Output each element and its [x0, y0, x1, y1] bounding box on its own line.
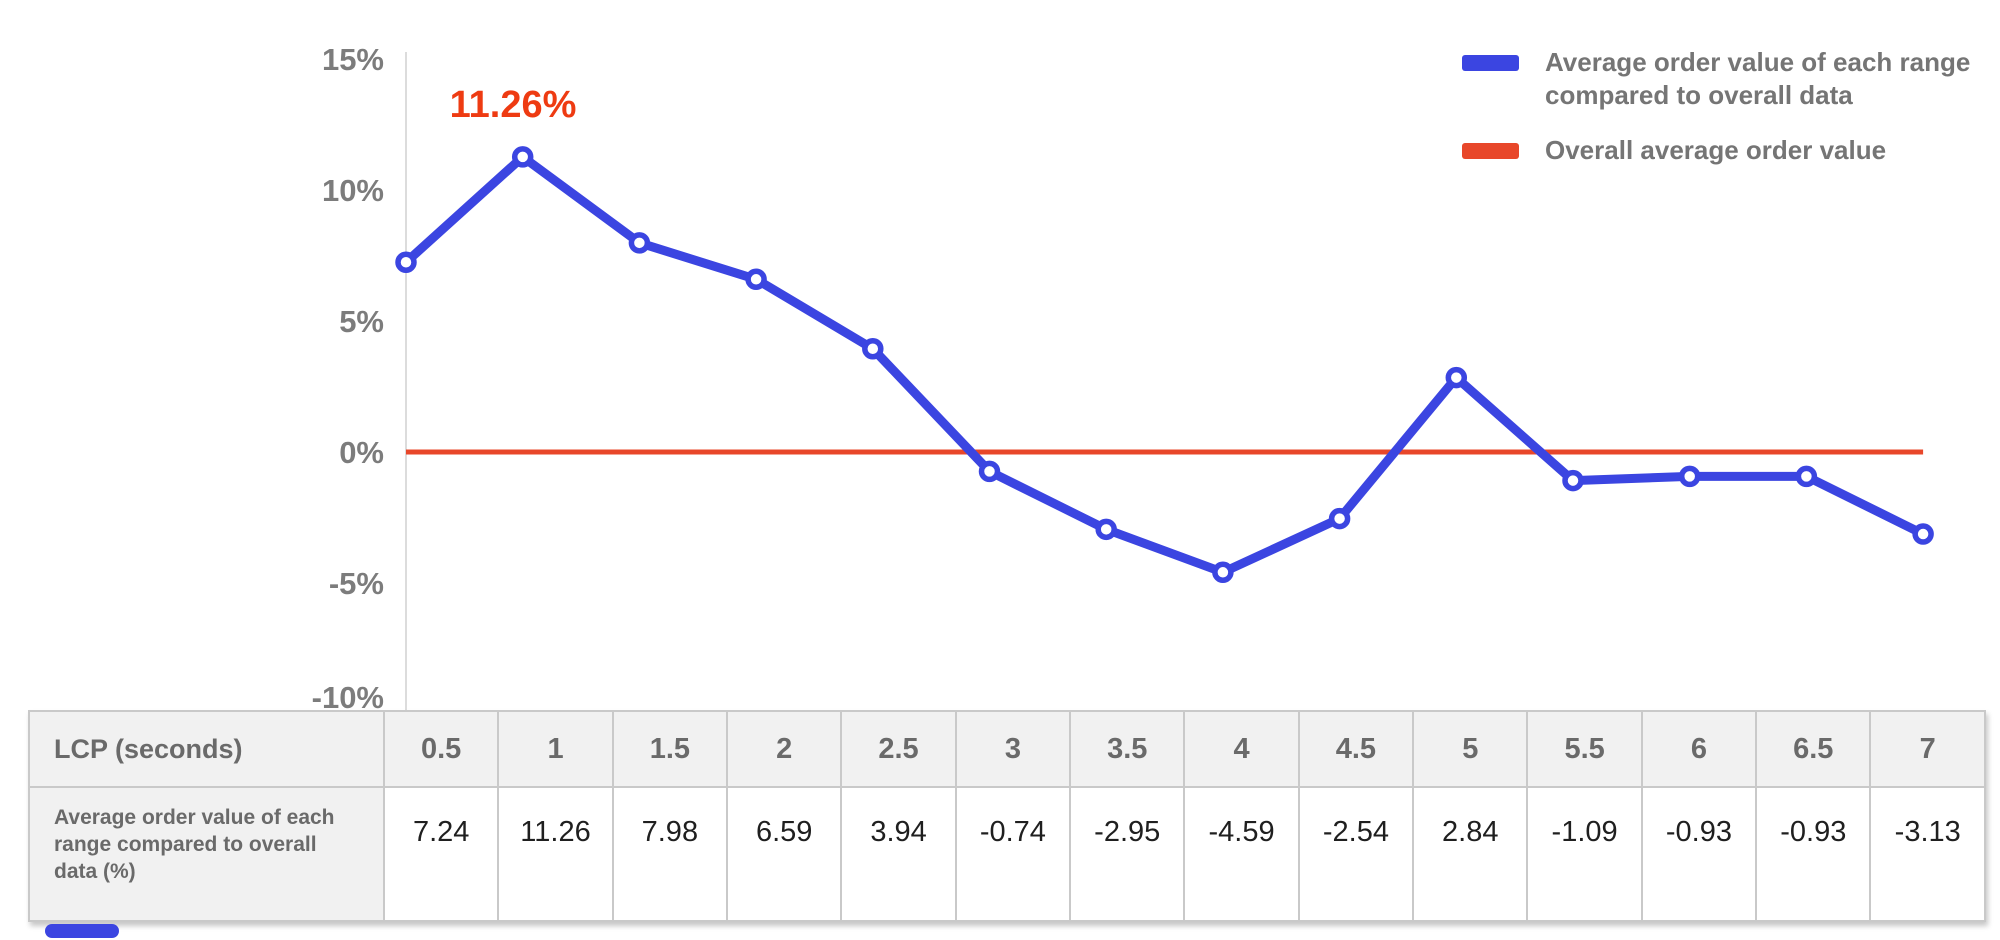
- lcp-header-cell: 5: [1412, 710, 1529, 788]
- lcp-header-cell: 3.5: [1069, 710, 1186, 788]
- lcp-header-cell: 1.5: [611, 710, 729, 788]
- data-point-marker: [1678, 465, 1701, 488]
- aov-value-cell: -0.93: [1640, 786, 1758, 922]
- aov-value-cell: -4.59: [1183, 786, 1300, 922]
- y-tick-label: -5%: [329, 566, 384, 601]
- lcp-header-cell: 2: [726, 710, 843, 788]
- peak-annotation: 11.26%: [449, 84, 577, 126]
- main-series-line: [401, 152, 1928, 577]
- lcp-header-cell: 5.5: [1526, 710, 1643, 788]
- lcp-header-cell: 0.5: [382, 710, 500, 788]
- aov-value-cell: 11.26: [497, 786, 614, 922]
- aov-value-cell: -3.13: [1869, 786, 1986, 922]
- legend-item-baseline: Overall average order value: [1462, 134, 1975, 167]
- data-point-marker: [862, 337, 884, 360]
- table-header-row: LCP (seconds) 0.5 1 1.5 2 2.5 3 3.5 4 4.5 5 5.5 6 6.…: [28, 710, 1986, 788]
- data-point-marker: [1328, 507, 1351, 530]
- lcp-header-cell: 4: [1183, 710, 1300, 788]
- table-corner-header: LCP (seconds): [28, 710, 385, 788]
- lcp-header-cell: 6: [1640, 710, 1758, 788]
- data-point-marker: [1212, 561, 1234, 584]
- data-point-marker: [978, 460, 1001, 483]
- y-tick-label: 10%: [322, 173, 384, 208]
- data-point-marker: [745, 268, 767, 291]
- data-point-marker: [1795, 465, 1818, 488]
- legend-swatch-blue-icon: [1462, 55, 1519, 71]
- lcp-header-cell: 7: [1869, 710, 1986, 788]
- data-point-marker: [1562, 469, 1584, 492]
- lcp-header-cell: 6.5: [1755, 710, 1872, 788]
- table-row-label: Average order value of each range compar…: [28, 786, 385, 922]
- aov-value-cell: 7.98: [611, 786, 729, 922]
- aov-value-cell: -2.54: [1297, 786, 1415, 922]
- lcp-header-cell: 3: [954, 710, 1072, 788]
- data-point-marker: [1445, 366, 1468, 389]
- legend-label-series: Average order value of each range compar…: [1545, 47, 1971, 110]
- data-point-marker: [1912, 523, 1934, 545]
- data-point-marker: [511, 146, 534, 168]
- aov-value-cell: 6.59: [726, 786, 843, 922]
- aov-value-cell: -1.09: [1526, 786, 1643, 922]
- y-tick-label: -10%: [312, 680, 384, 710]
- data-point-marker: [628, 232, 651, 254]
- aov-value-cell: 3.94: [840, 786, 957, 922]
- y-tick-label: 5%: [339, 304, 384, 339]
- y-tick-label: 0%: [339, 435, 384, 470]
- table-data-row: Average order value of each range compar…: [28, 786, 1986, 922]
- lcp-header-cell: 1: [497, 710, 614, 788]
- legend-swatch-red-icon: [1462, 143, 1519, 159]
- data-point-marker: [1095, 518, 1117, 541]
- aov-value-cell: -0.74: [954, 786, 1072, 922]
- aov-value-cell: 2.84: [1412, 786, 1529, 922]
- aov-value-cell: 7.24: [382, 786, 500, 922]
- aov-value-cell: -0.93: [1755, 786, 1872, 922]
- aov-value-cell: -2.95: [1069, 786, 1186, 922]
- line-chart: 15% 10% 5% 0% -5% -10%: [312, 42, 1934, 710]
- lcp-header-cell: 2.5: [840, 710, 957, 788]
- bottom-progress-bar: [45, 924, 119, 938]
- y-tick-label: 15%: [322, 42, 384, 77]
- legend-item-series: Average order value of each range compar…: [1462, 46, 1975, 112]
- legend: Average order value of each range compar…: [1462, 46, 1975, 189]
- lcp-header-cell: 4.5: [1297, 710, 1415, 788]
- data-table: LCP (seconds) 0.5 1 1.5 2 2.5 3 3.5 4 4.5 5 5.5 6 6.…: [28, 710, 1986, 922]
- data-point-marker: [395, 251, 417, 273]
- legend-label-baseline: Overall average order value: [1545, 135, 1887, 165]
